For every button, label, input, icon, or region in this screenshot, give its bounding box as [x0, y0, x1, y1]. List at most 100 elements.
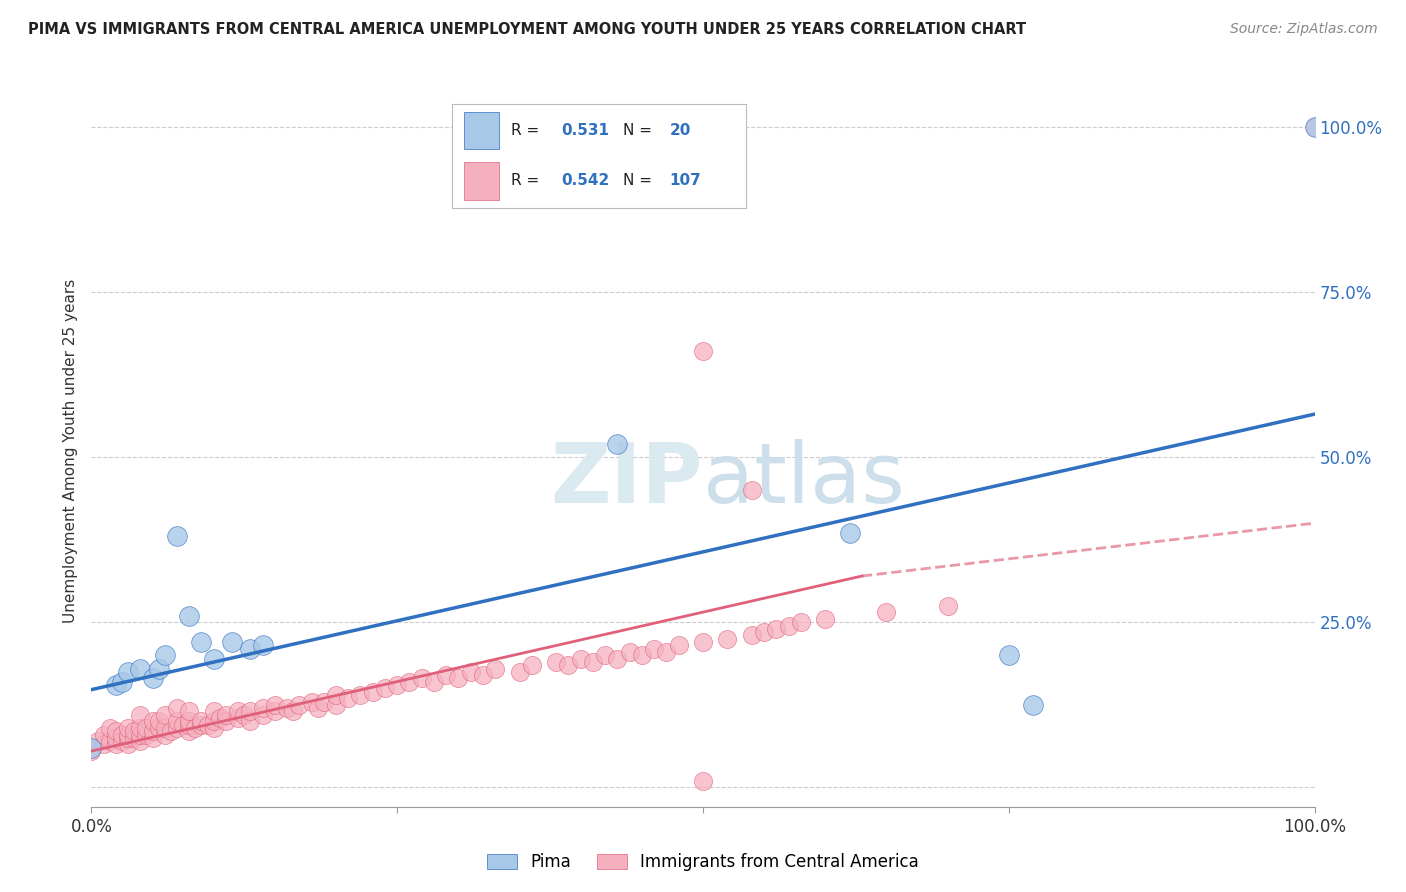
Point [593, 648, 616, 663]
Point [117, 728, 139, 742]
Text: atlas: atlas [703, 439, 904, 519]
Point [117, 731, 139, 745]
Point [606, 651, 628, 665]
Point [202, 651, 225, 665]
Point [98, 721, 121, 735]
Text: PIMA VS IMMIGRANTS FROM CENTRAL AMERICA UNEMPLOYMENT AMONG YOUTH UNDER 25 YEARS : PIMA VS IMMIGRANTS FROM CENTRAL AMERICA … [28, 22, 1026, 37]
Point [1303, 120, 1326, 134]
Point [411, 672, 433, 686]
Point [606, 437, 628, 451]
Point [93, 728, 115, 742]
Point [172, 717, 194, 731]
Point [197, 717, 219, 731]
Point [692, 635, 714, 649]
Point [208, 711, 231, 725]
Point [484, 661, 506, 675]
Point [141, 714, 163, 729]
Point [166, 529, 188, 543]
Point [179, 724, 201, 739]
Point [765, 622, 787, 636]
Point [202, 714, 225, 729]
Point [619, 645, 641, 659]
Point [190, 714, 212, 729]
Point [93, 738, 115, 752]
Point [190, 717, 212, 731]
Y-axis label: Unemployment Among Youth under 25 years: Unemployment Among Youth under 25 years [63, 278, 79, 623]
Point [276, 701, 298, 715]
Point [122, 731, 145, 745]
Point [190, 635, 212, 649]
Point [337, 691, 360, 706]
Point [325, 688, 347, 702]
Point [184, 721, 207, 735]
Point [179, 717, 201, 731]
Point [655, 645, 678, 659]
Point [117, 721, 139, 735]
Point [104, 738, 127, 752]
Point [312, 694, 335, 708]
Point [141, 672, 163, 686]
Point [153, 728, 176, 742]
Point [129, 734, 152, 748]
Point [252, 639, 274, 653]
Point [998, 648, 1021, 663]
Point [86, 734, 108, 748]
Point [135, 728, 157, 742]
Point [643, 641, 665, 656]
Point [301, 694, 323, 708]
Point [153, 648, 176, 663]
Point [129, 728, 152, 742]
Point [153, 707, 176, 722]
Legend: Pima, Immigrants from Central America: Pima, Immigrants from Central America [481, 847, 925, 878]
Point [111, 734, 134, 748]
Point [423, 674, 446, 689]
Point [264, 698, 287, 712]
Point [117, 738, 139, 752]
Point [1022, 698, 1045, 712]
Point [117, 665, 139, 679]
Point [215, 714, 238, 729]
Point [153, 721, 176, 735]
Point [129, 707, 152, 722]
Point [179, 714, 201, 729]
Point [166, 714, 188, 729]
Point [668, 639, 690, 653]
Point [111, 728, 134, 742]
Point [288, 698, 311, 712]
Point [148, 714, 170, 729]
Point [349, 688, 371, 702]
Point [814, 612, 837, 626]
Point [398, 674, 420, 689]
Point [202, 705, 225, 719]
Point [374, 681, 396, 696]
Point [692, 344, 714, 359]
Point [135, 721, 157, 735]
Point [838, 526, 860, 541]
Point [546, 655, 568, 669]
Point [936, 599, 959, 613]
Point [1303, 120, 1326, 134]
Point [141, 724, 163, 739]
Point [520, 658, 543, 673]
Point [129, 721, 152, 735]
Point [179, 705, 201, 719]
Point [778, 618, 800, 632]
Point [104, 678, 127, 692]
Point [104, 731, 127, 745]
Point [471, 668, 494, 682]
Point [221, 635, 243, 649]
Point [80, 740, 103, 755]
Point [361, 684, 384, 698]
Point [434, 668, 457, 682]
Point [166, 701, 188, 715]
Point [741, 628, 763, 642]
Point [716, 632, 738, 646]
Point [754, 625, 776, 640]
Point [202, 721, 225, 735]
Point [631, 648, 654, 663]
Text: Source: ZipAtlas.com: Source: ZipAtlas.com [1230, 22, 1378, 37]
Point [233, 707, 256, 722]
Point [252, 707, 274, 722]
Point [582, 655, 605, 669]
Point [460, 665, 482, 679]
